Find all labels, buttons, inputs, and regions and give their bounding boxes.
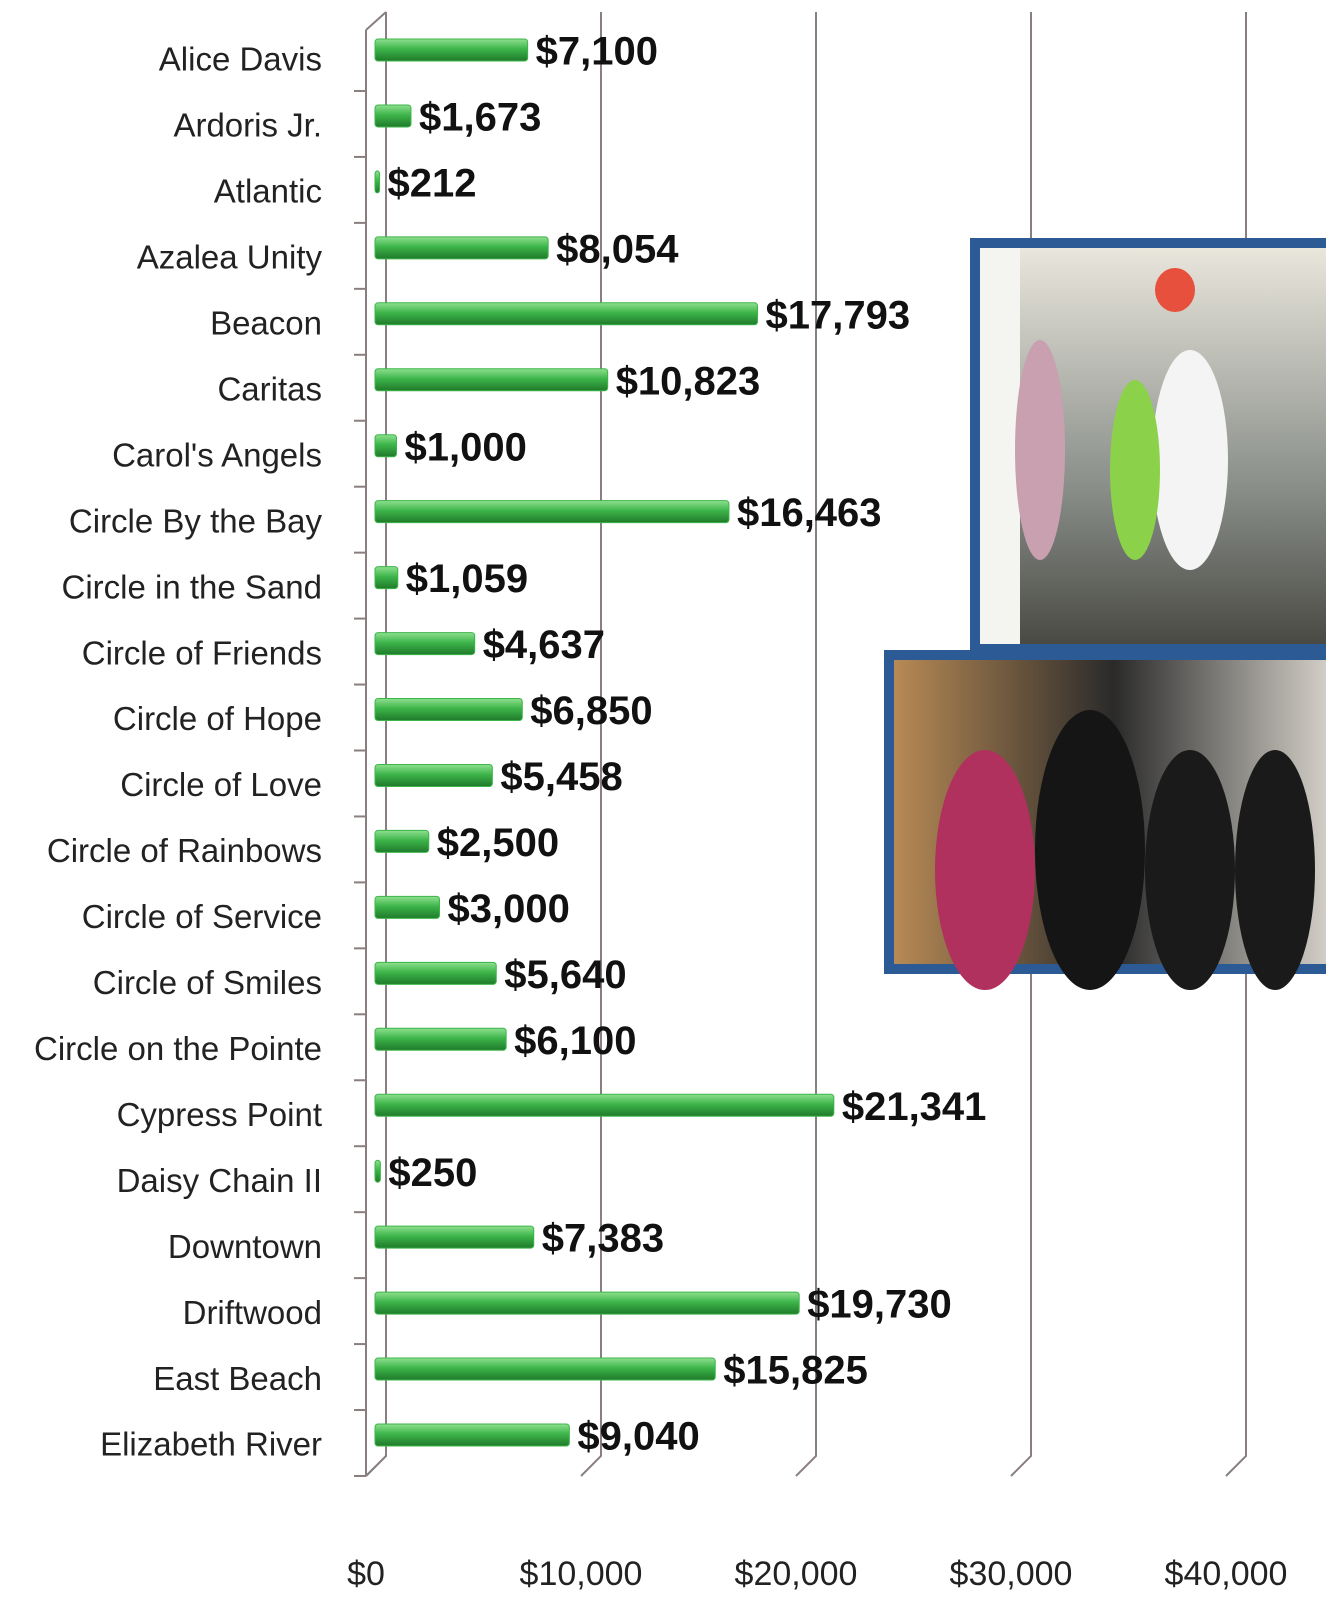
data-label: $21,341	[842, 1085, 987, 1129]
photo-figure	[1110, 380, 1160, 560]
y-tick-label: Circle on the Pointe	[34, 1030, 322, 1067]
photo-figure	[935, 750, 1035, 990]
y-tick-label: Cypress Point	[117, 1096, 322, 1133]
data-label: $1,000	[405, 425, 527, 469]
y-tick-label: Atlantic	[214, 173, 322, 210]
y-tick-label: Carol's Angels	[112, 436, 322, 473]
y-tick-label: East Beach	[153, 1360, 322, 1397]
photo-figure	[1152, 350, 1228, 570]
bar	[374, 434, 397, 458]
y-tick-label: Circle of Service	[82, 898, 322, 935]
bar	[374, 698, 523, 722]
x-tick-label: $10,000	[520, 1555, 643, 1593]
bar	[374, 236, 549, 260]
y-tick-label: Elizabeth River	[100, 1426, 322, 1463]
data-label: $6,100	[514, 1019, 636, 1063]
bar	[374, 632, 476, 656]
bar	[374, 104, 412, 128]
data-label: $5,458	[500, 755, 622, 799]
axis-line	[365, 11, 387, 31]
y-tick-label: Ardoris Jr.	[173, 107, 322, 144]
data-label: $6,850	[530, 689, 652, 733]
data-label: $7,383	[542, 1217, 664, 1261]
y-tick-label: Caritas	[217, 370, 322, 407]
bar	[374, 566, 399, 590]
data-label: $16,463	[737, 491, 882, 535]
data-label: $8,054	[556, 227, 679, 271]
data-label: $1,673	[419, 96, 541, 140]
x-tick-label: $0	[347, 1555, 385, 1593]
y-tick-label: Circle of Smiles	[93, 964, 322, 1001]
data-label: $5,640	[504, 953, 626, 997]
bar	[374, 38, 529, 62]
grid-line	[365, 12, 387, 1477]
data-label: $19,730	[807, 1283, 952, 1327]
data-label: $3,000	[448, 887, 570, 931]
data-label: $4,637	[483, 623, 605, 667]
bar	[374, 1093, 835, 1117]
y-tick-label: Circle of Hope	[113, 700, 322, 737]
y-tick-label: Circle of Love	[120, 766, 322, 803]
photo-figure	[1235, 750, 1315, 990]
data-label: $17,793	[766, 293, 911, 337]
data-label: $2,500	[437, 821, 559, 865]
y-tick-label: Circle By the Bay	[69, 502, 323, 539]
photo-figure	[1145, 750, 1235, 990]
bar	[374, 368, 609, 392]
data-label: $7,100	[536, 30, 658, 74]
bar	[374, 829, 430, 853]
photo-figure	[1015, 340, 1065, 560]
y-tick-label: Beacon	[210, 305, 322, 342]
y-tick-label: Downtown	[168, 1228, 322, 1265]
data-label: $250	[388, 1151, 477, 1195]
bar	[374, 895, 440, 919]
x-tick-label: $30,000	[950, 1555, 1073, 1593]
y-tick-label: Daisy Chain II	[117, 1162, 322, 1199]
photo	[884, 650, 1326, 990]
x-tick-label: $20,000	[735, 1555, 858, 1593]
bar	[374, 961, 497, 985]
photo-column	[980, 248, 1020, 644]
bar	[374, 170, 381, 194]
y-tick-label: Circle of Friends	[82, 634, 322, 671]
bar	[374, 302, 759, 326]
bar	[374, 500, 730, 524]
bar	[374, 1291, 800, 1315]
data-label: $15,825	[723, 1349, 868, 1393]
y-tick-label: Circle of Rainbows	[47, 832, 322, 869]
grid-line	[795, 12, 817, 1477]
photo	[970, 238, 1326, 652]
y-tick-label: Driftwood	[183, 1294, 322, 1331]
axis-line	[365, 12, 387, 1477]
data-label: $9,040	[577, 1415, 699, 1459]
photo-balloon	[1155, 268, 1195, 312]
bar	[374, 1357, 716, 1381]
grid-line	[580, 12, 602, 1477]
x-tick-label: $40,000	[1165, 1555, 1288, 1593]
y-tick-label: Alice Davis	[159, 41, 322, 78]
data-label: $212	[388, 161, 477, 205]
bar	[374, 1159, 381, 1183]
photo-figure	[1035, 710, 1145, 990]
data-label: $10,823	[616, 359, 761, 403]
y-tick-label: Azalea Unity	[137, 239, 323, 276]
bar	[374, 1225, 535, 1249]
data-label: $1,059	[406, 557, 528, 601]
plot-area: $0 $10,000 $20,000 $30,000 $40,000 Alice Davi…	[34, 11, 1288, 1593]
bar	[374, 763, 493, 787]
y-tick-label: Circle in the Sand	[62, 568, 322, 605]
bar	[374, 1423, 570, 1447]
bar	[374, 1027, 507, 1051]
